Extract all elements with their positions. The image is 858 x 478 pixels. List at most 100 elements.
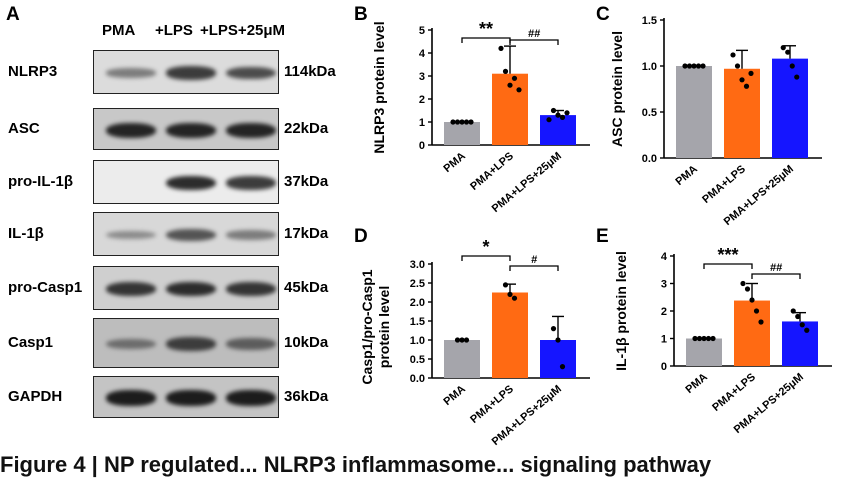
panel-letter-d: D — [354, 226, 368, 247]
y-tick-label: 0.5 — [410, 354, 425, 366]
blot-band — [166, 175, 216, 191]
data-point — [730, 52, 736, 58]
significance-bracket — [751, 273, 801, 279]
data-point — [507, 82, 513, 88]
y-tick-label: 1.5 — [410, 316, 425, 328]
blot-band — [106, 68, 156, 78]
y-tick-label: 0.5 — [642, 107, 657, 119]
data-point — [511, 295, 518, 301]
data-point — [502, 282, 509, 288]
blot-lane-label-pma: PMA — [102, 22, 136, 39]
data-point — [743, 83, 750, 89]
y-tick-label: 5 — [419, 25, 425, 37]
significance-label: ## — [770, 262, 783, 274]
x-tick-label: PMA — [441, 383, 467, 408]
data-point — [463, 119, 470, 125]
data-point — [710, 335, 716, 342]
y-tick-label: 1.5 — [642, 15, 657, 27]
blot-molecular-weight: 17kDa — [284, 225, 329, 242]
panel-letter-e: E — [596, 226, 609, 247]
significance-label: ## — [528, 28, 541, 40]
data-point — [695, 63, 702, 69]
significance-label: * — [482, 237, 489, 257]
blot-strip — [93, 376, 279, 418]
data-point — [795, 313, 801, 320]
blot-lane-label-lps-25um: +LPS+25μM — [200, 22, 286, 39]
data-point — [682, 63, 688, 69]
data-point — [459, 119, 465, 125]
bar — [676, 66, 712, 158]
blot-band — [106, 282, 156, 296]
y-tick-label: 4 — [661, 251, 668, 263]
blot-band — [226, 66, 276, 80]
blot-band — [166, 337, 216, 351]
data-point — [564, 110, 570, 116]
significance-bracket — [461, 255, 511, 261]
y-axis-label: Casp1/pro-Casp1 — [359, 269, 375, 384]
blot-molecular-weight: 45kDa — [284, 279, 329, 296]
y-tick-label: 2 — [661, 306, 667, 318]
data-point — [804, 327, 810, 333]
bar — [492, 292, 528, 378]
data-point — [555, 337, 561, 343]
blot-molecular-weight: 37kDa — [284, 173, 329, 190]
blot-strip — [93, 160, 279, 204]
data-point — [696, 335, 703, 342]
y-tick-label: 2.5 — [410, 278, 425, 290]
data-point — [701, 335, 707, 342]
blot-row-label: GAPDH — [8, 388, 63, 405]
data-point — [753, 308, 760, 314]
data-point — [744, 286, 751, 292]
data-point — [450, 119, 456, 125]
blot-row-label: pro-IL-1β — [8, 173, 73, 190]
bar — [444, 122, 480, 145]
y-tick-label: 2 — [419, 94, 425, 106]
data-point — [550, 326, 557, 332]
data-point — [734, 63, 741, 69]
blot-strip — [93, 318, 279, 368]
significance-label: *** — [717, 245, 738, 265]
data-point — [559, 114, 566, 120]
blot-strip — [93, 108, 279, 150]
y-tick-label: 0 — [661, 361, 667, 373]
blot-row-label: pro-Casp1 — [8, 279, 83, 296]
y-tick-label: 1.0 — [410, 335, 425, 347]
blot-band — [226, 390, 276, 406]
y-tick-label: 2.0 — [410, 297, 425, 309]
data-point — [511, 75, 518, 81]
bar — [782, 321, 818, 366]
blot-band — [226, 230, 276, 240]
casp1-ratio-bar-chart: Casp1/pro-Casp1 protein level 0.0 0.5 1.0 1.5… — [359, 237, 590, 448]
blot-molecular-weight: 114kDa — [284, 63, 336, 80]
y-axis-label: IL-1β protein level — [613, 251, 629, 371]
y-axis-label: protein level — [376, 286, 392, 368]
data-point — [780, 45, 786, 51]
bar — [724, 68, 760, 158]
data-point — [555, 112, 561, 118]
panel-letter-b: B — [354, 4, 368, 25]
data-point — [686, 63, 693, 69]
y-tick-label: 3 — [419, 71, 425, 83]
x-tick-label: PMA+LPS — [710, 371, 758, 414]
data-point — [454, 337, 461, 343]
data-point — [799, 322, 805, 328]
blot-strip — [93, 50, 279, 94]
data-point — [546, 117, 552, 123]
y-axis-label: ASC protein level — [609, 31, 625, 147]
y-tick-label: 0.0 — [642, 153, 657, 165]
blot-strip — [93, 266, 279, 310]
y-tick-label: 3.0 — [410, 259, 425, 271]
blot-row-label: IL-1β — [8, 225, 44, 242]
blot-band — [166, 229, 216, 241]
data-point — [459, 337, 465, 343]
blot-molecular-weight: 22kDa — [284, 120, 329, 137]
blot-band — [106, 390, 156, 406]
blot-molecular-weight: 10kDa — [284, 334, 329, 351]
blot-band — [166, 390, 216, 406]
y-tick-label: 1.0 — [642, 61, 657, 73]
data-point — [790, 308, 796, 314]
data-point — [705, 335, 712, 342]
data-point — [559, 364, 566, 370]
data-point — [758, 319, 764, 325]
